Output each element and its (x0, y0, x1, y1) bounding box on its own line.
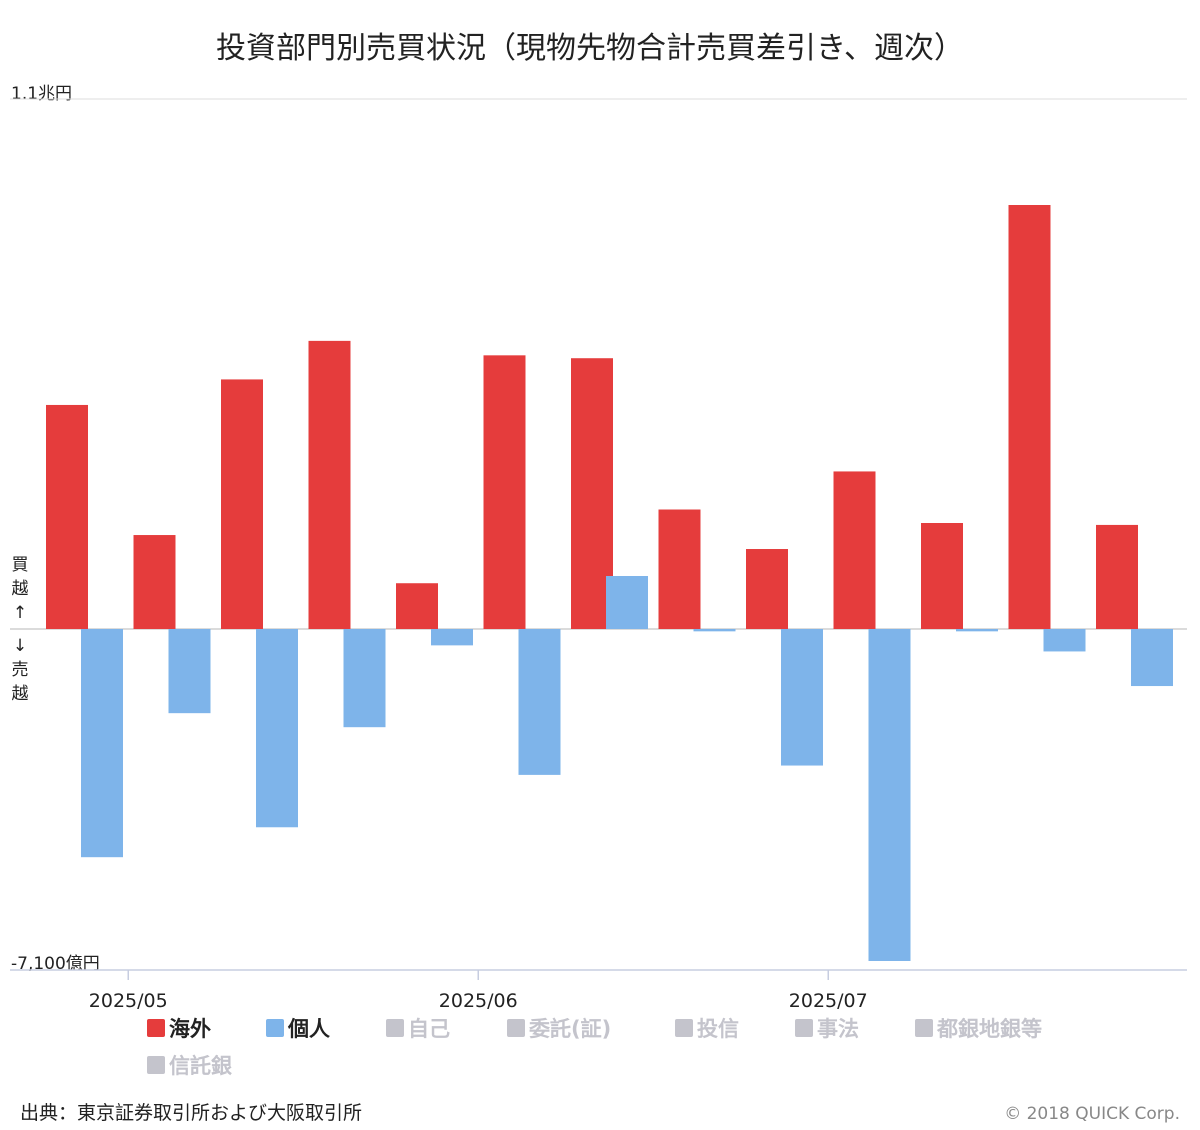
side-label-char: 買 (12, 555, 29, 575)
legend-item-label[interactable]: 海外 (169, 1017, 211, 1041)
buy-sell-side-label: 買越↑↓売越 (12, 555, 29, 704)
legend-item-label[interactable]: 個人 (287, 1017, 330, 1041)
legend-marker-7 (915, 1019, 933, 1037)
y-max-label: 1.1兆円 (11, 84, 72, 104)
source-note: 出典：東京証券取引所および大阪取引所 (20, 1102, 362, 1124)
legend-item-label[interactable]: 都銀地銀等 (936, 1017, 1042, 1041)
bar-kojin-week-5 (431, 629, 473, 646)
side-label-char: 売 (12, 660, 29, 680)
bar-kojin-week-13 (1131, 629, 1173, 687)
legend-marker-5 (675, 1019, 693, 1037)
bar-kaigai-week-4 (308, 340, 351, 629)
bar-kaigai-week-10 (833, 471, 876, 629)
bar-kojin-week-1 (81, 629, 123, 858)
bar-kaigai-week-11 (921, 523, 963, 629)
bar-kojin-week-9 (781, 629, 823, 766)
legend-marker-8 (147, 1056, 165, 1074)
bar-kaigai-week-3 (221, 379, 263, 629)
bar-kaigai-week-2 (133, 535, 176, 629)
side-label-char: 越 (12, 579, 29, 599)
bar-kaigai-week-13 (1096, 524, 1138, 629)
legend-item-label[interactable]: 自己 (408, 1017, 450, 1041)
bar-kojin-week-3 (256, 629, 298, 828)
legend-marker-1 (147, 1019, 165, 1037)
chart-title: 投資部門別売買状況（現物先物合計売買差引き、週次） (216, 31, 964, 66)
side-label-char: ↑ (13, 603, 27, 623)
bar-kaigai-week-12 (1008, 205, 1051, 629)
bar-kaigai-week-6 (483, 355, 526, 629)
legend-marker-4 (507, 1019, 525, 1037)
side-label-char: ↓ (13, 636, 27, 656)
legend-marker-2 (266, 1019, 284, 1037)
legend-item-label[interactable]: 信託銀 (169, 1054, 232, 1078)
bar-kojin-week-6 (518, 629, 561, 775)
bar-kojin-week-11 (956, 629, 998, 632)
legend-item-label[interactable]: 委託(証) (528, 1017, 611, 1041)
y-min-label: -7,100億円 (11, 954, 100, 974)
bar-kaigai-week-5 (396, 583, 438, 629)
legend-item-label[interactable]: 投信 (697, 1017, 739, 1041)
legend-item-label[interactable]: 事法 (817, 1017, 859, 1041)
copyright-note: © 2018 QUICK Corp. (1004, 1104, 1180, 1124)
side-label-char: 越 (12, 684, 29, 704)
bar-kojin-week-12 (1043, 629, 1086, 652)
x-axis-ticks: 2025/05 2025/06 2025/07 (89, 970, 868, 1012)
legend-marker-6 (795, 1019, 813, 1037)
bars-group (46, 205, 1173, 961)
bar-kojin-week-7 (606, 576, 648, 629)
bar-kojin-week-4 (343, 629, 386, 728)
bar-kaigai-week-9 (746, 549, 788, 629)
x-tick-label: 2025/05 (89, 990, 168, 1012)
bar-kojin-week-8 (693, 629, 736, 632)
x-tick-label: 2025/06 (439, 990, 518, 1012)
bar-kojin-week-2 (168, 629, 211, 714)
bar-kojin-week-10 (868, 629, 911, 961)
bar-kaigai-week-1 (46, 404, 88, 629)
bar-kaigai-week-8 (658, 509, 701, 629)
legend-marker-3 (386, 1019, 404, 1037)
x-tick-label: 2025/07 (789, 990, 868, 1012)
